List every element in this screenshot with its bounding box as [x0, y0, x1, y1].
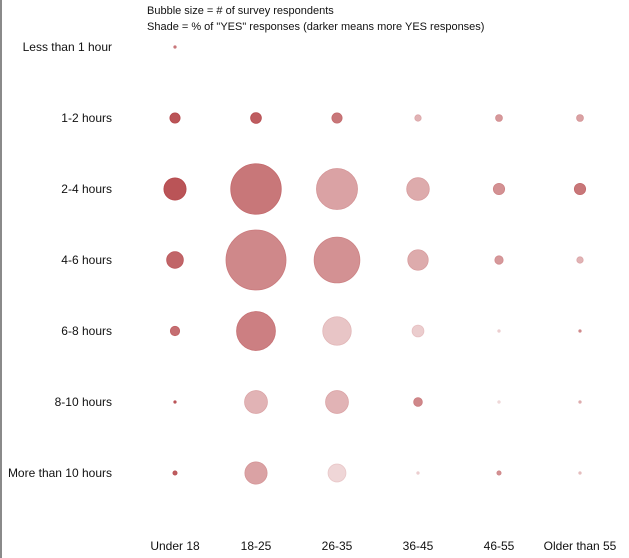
bubble-under-18-more-than-10-hours [172, 470, 178, 476]
bubble-26-35-1-2-hours [331, 112, 343, 124]
bubble-26-35-6-8-hours [322, 316, 352, 346]
bubble-older-than-55-4-6-hours [576, 256, 584, 264]
bubble-26-35-4-6-hours [313, 236, 361, 284]
bubble-36-45-more-than-10-hours [416, 471, 420, 475]
bubble-46-55-more-than-10-hours [496, 470, 502, 476]
bubble-older-than-55-8-10-hours [578, 400, 582, 404]
x-tick-label-46-55: 46-55 [484, 539, 515, 553]
y-tick-label-6-8-hours: 6-8 hours [61, 324, 112, 338]
bubble-26-35-2-4-hours [316, 168, 358, 210]
x-tick-label-older-than-55: Older than 55 [544, 539, 617, 553]
x-tick-label-36-45: 36-45 [403, 539, 434, 553]
bubble-under-18-8-10-hours [173, 400, 177, 404]
bubble-18-25-more-than-10-hours [244, 461, 268, 485]
y-tick-label-8-10-hours: 8-10 hours [55, 395, 112, 409]
y-tick-label-4-6-hours: 4-6 hours [61, 253, 112, 267]
y-tick-label-more-than-10-hours: More than 10 hours [8, 466, 112, 480]
bubble-under-18-1-2-hours [169, 112, 181, 124]
left-border-rule [0, 0, 2, 558]
bubble-older-than-55-more-than-10-hours [578, 471, 582, 475]
bubble-46-55-6-8-hours [497, 329, 501, 333]
bubble-older-than-55-6-8-hours [578, 329, 582, 333]
legend: Bubble size = # of survey respondents Sh… [147, 3, 484, 35]
bubble-18-25-8-10-hours [244, 390, 268, 414]
bubble-18-25-1-2-hours [250, 112, 262, 124]
bubble-46-55-4-6-hours [494, 255, 504, 265]
x-tick-label-18-25: 18-25 [241, 539, 272, 553]
bubble-36-45-1-2-hours [414, 114, 422, 122]
bubble-46-55-8-10-hours [497, 400, 501, 404]
bubble-older-than-55-1-2-hours [576, 114, 584, 122]
bubble-36-45-4-6-hours [407, 249, 429, 271]
bubble-46-55-2-4-hours [492, 182, 506, 196]
legend-size-note: Bubble size = # of survey respondents [147, 5, 334, 17]
bubble-26-35-more-than-10-hours [327, 463, 347, 483]
bubble-18-25-6-8-hours [236, 311, 276, 351]
y-tick-label-2-4-hours: 2-4 hours [61, 182, 112, 196]
bubble-older-than-55-2-4-hours [573, 182, 587, 196]
bubble-under-18-less-than-1-hour [173, 45, 177, 49]
x-tick-label-26-35: 26-35 [322, 539, 353, 553]
bubble-36-45-6-8-hours [411, 324, 425, 338]
bubble-under-18-2-4-hours [163, 177, 187, 201]
bubble-26-35-8-10-hours [325, 390, 349, 414]
bubble-under-18-6-8-hours [169, 325, 181, 337]
bubble-46-55-1-2-hours [495, 114, 503, 122]
bubble-18-25-2-4-hours [230, 163, 282, 215]
bubble-36-45-2-4-hours [406, 177, 430, 201]
legend-shade-note: Shade = % of "YES" responses (darker mea… [147, 21, 485, 33]
bubble-36-45-8-10-hours [413, 397, 423, 407]
x-tick-label-under-18: Under 18 [150, 539, 200, 553]
bubble-18-25-4-6-hours [225, 229, 287, 291]
y-tick-label-less-than-1-hour: Less than 1 hour [23, 40, 112, 54]
bubble-under-18-4-6-hours [166, 251, 184, 269]
y-tick-label-1-2-hours: 1-2 hours [61, 111, 112, 125]
